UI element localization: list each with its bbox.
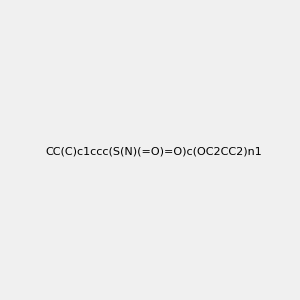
Text: CC(C)c1ccc(S(N)(=O)=O)c(OC2CC2)n1: CC(C)c1ccc(S(N)(=O)=O)c(OC2CC2)n1 (45, 146, 262, 157)
